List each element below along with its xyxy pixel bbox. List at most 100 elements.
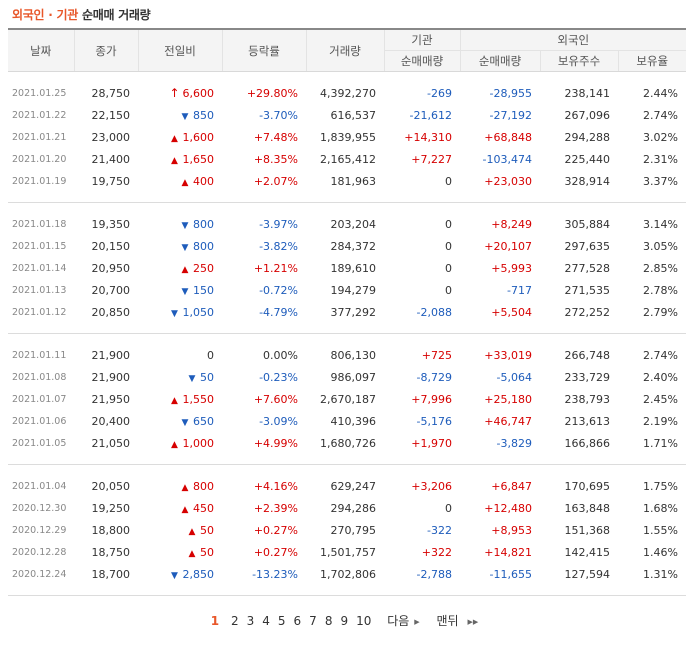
cell-date: 2021.01.05 xyxy=(12,437,67,449)
cell-foreign-ratio: 1.68% xyxy=(643,501,678,515)
next-arrow-icon: ▶ xyxy=(414,618,420,626)
page-link[interactable]: 6 xyxy=(293,614,302,628)
cell-rate: -0.23% xyxy=(259,370,298,384)
cell-foreign-ratio: 2.31% xyxy=(643,152,678,166)
title-institution: 기관 xyxy=(56,8,79,22)
down-arrow-icon: ▼ xyxy=(171,308,178,319)
table-row: 2021.01.15 20,150 ▼ 800 -3.82% 284,372 0 +20,10… xyxy=(8,235,686,257)
cell-rate: -3.09% xyxy=(259,414,298,428)
page-link[interactable]: 5 xyxy=(277,614,286,628)
cell-rate: -13.23% xyxy=(252,567,298,581)
page-link[interactable]: 8 xyxy=(324,614,333,628)
cell-volume: 4,392,270 xyxy=(320,86,376,100)
cell-foreign-hold: 267,096 xyxy=(564,108,611,122)
cell-foreign-ratio: 2.45% xyxy=(643,392,678,406)
up-arrow-icon: ▲ xyxy=(181,177,189,188)
cell-foreign-net: +8,953 xyxy=(491,523,532,537)
cell-change: ▲ 1,600 xyxy=(138,126,222,148)
change-value: 1,050 xyxy=(182,305,215,319)
cell-volume: 986,097 xyxy=(330,370,377,384)
cell-foreign-ratio: 3.37% xyxy=(643,174,678,188)
page-current[interactable]: 1 xyxy=(210,614,220,628)
cell-date: 2020.12.28 xyxy=(12,546,67,558)
change-value: 800 xyxy=(193,239,214,253)
down-arrow-icon: ▼ xyxy=(181,286,189,297)
cell-volume: 284,372 xyxy=(330,239,377,253)
cell-foreign-ratio: 2.78% xyxy=(643,283,678,297)
cell-foreign-ratio: 2.40% xyxy=(643,370,678,384)
cell-rate: +7.60% xyxy=(253,392,298,406)
change-value: 6,600 xyxy=(182,87,215,100)
cell-foreign-net: +8,249 xyxy=(491,217,532,231)
cell-rate: -4.79% xyxy=(259,305,298,319)
up-arrow-icon: ▲ xyxy=(171,155,178,166)
cell-foreign-ratio: 1.46% xyxy=(643,545,678,559)
cell-date: 2021.01.22 xyxy=(12,109,67,121)
page-link[interactable]: 7 xyxy=(309,614,317,628)
cell-change: ▼ 850 xyxy=(138,104,222,126)
cell-rate: -3.97% xyxy=(259,217,298,231)
change-value: 50 xyxy=(200,545,214,559)
cell-close: 21,950 xyxy=(91,392,131,406)
page-link[interactable]: 3 xyxy=(246,614,255,628)
cell-change: ▲ 1,000 xyxy=(138,432,222,454)
cell-foreign-hold: 271,535 xyxy=(564,283,611,297)
cell-foreign-net: +20,107 xyxy=(484,239,532,253)
cell-inst-net: 0 xyxy=(445,239,452,253)
table-row: 2021.01.18 19,350 ▼ 800 -3.97% 203,204 0 +8,249… xyxy=(8,213,686,235)
cell-date: 2020.12.29 xyxy=(12,524,67,536)
page-link[interactable]: 9 xyxy=(340,614,349,628)
header-institution-group: 기관 xyxy=(383,28,460,51)
cell-foreign-net: +14,821 xyxy=(484,545,532,559)
cell-foreign-ratio: 2.74% xyxy=(643,108,678,122)
cell-foreign-hold: 272,252 xyxy=(564,305,611,319)
cell-volume: 629,247 xyxy=(330,479,377,493)
cell-rate: +8.35% xyxy=(253,152,298,166)
cell-change: ▲ 250 xyxy=(138,257,222,279)
header-foreign-net: 순매매량 xyxy=(459,50,540,72)
cell-foreign-ratio: 1.71% xyxy=(643,436,678,450)
cell-volume: 181,963 xyxy=(330,174,377,188)
header-foreign-hold: 보유주수 xyxy=(539,50,618,72)
page-link[interactable]: 10 xyxy=(356,614,372,628)
cell-foreign-hold: 225,440 xyxy=(564,152,611,166)
table-row: 2021.01.19 19,750 ▲ 400 +2.07% 181,963 0 +23,03… xyxy=(8,170,686,192)
cell-close: 22,150 xyxy=(91,108,131,122)
change-value: 50 xyxy=(200,370,214,384)
cell-volume: 294,286 xyxy=(330,501,377,515)
cell-inst-net: -8,729 xyxy=(416,370,452,384)
table-row: 2021.01.13 20,700 ▼ 150 -0.72% 194,279 0 -717 27… xyxy=(8,279,686,301)
cell-foreign-ratio: 2.79% xyxy=(643,305,678,319)
cell-volume: 2,165,412 xyxy=(320,152,376,166)
cell-volume: 1,680,726 xyxy=(320,436,376,450)
cell-date: 2021.01.12 xyxy=(12,306,67,318)
page-link[interactable]: 2 xyxy=(230,614,239,628)
cell-change: 0 xyxy=(138,344,222,366)
cell-foreign-net: +46,747 xyxy=(484,414,532,428)
next-page-label: 다음 xyxy=(387,614,410,628)
next-page-link[interactable]: 다음 ▶ xyxy=(383,612,420,629)
cell-change: ▲ 1,550 xyxy=(138,388,222,410)
change-value: 650 xyxy=(193,414,214,428)
change-value: 450 xyxy=(193,501,214,515)
cell-foreign-ratio: 3.02% xyxy=(643,130,678,144)
cell-foreign-hold: 277,528 xyxy=(564,261,611,275)
cell-inst-net: +725 xyxy=(421,348,452,362)
cell-volume: 1,702,806 xyxy=(320,567,376,581)
cell-change: ▲ 50 xyxy=(138,519,222,541)
cell-change: ▲ 450 xyxy=(138,497,222,519)
cell-foreign-hold: 294,288 xyxy=(564,130,611,144)
change-value: 400 xyxy=(193,174,214,188)
last-page-link[interactable]: 맨뒤 ▶▶ xyxy=(433,612,480,629)
cell-rate: +2.07% xyxy=(253,174,298,188)
cell-date: 2021.01.15 xyxy=(12,240,67,252)
table-row: 2020.12.30 19,250 ▲ 450 +2.39% 294,286 0 +12,48… xyxy=(8,497,686,519)
cell-foreign-net: +12,480 xyxy=(484,501,532,515)
cell-foreign-net: +6,847 xyxy=(491,479,532,493)
header-close: 종가 xyxy=(73,28,138,72)
header-rate: 등락률 xyxy=(221,28,306,72)
page-link[interactable]: 4 xyxy=(262,614,270,628)
cell-foreign-hold: 238,141 xyxy=(564,86,611,100)
cell-foreign-ratio: 2.19% xyxy=(643,414,678,428)
table-row: 2021.01.05 21,050 ▲ 1,000 +4.99% 1,680,726 +1,… xyxy=(8,432,686,454)
